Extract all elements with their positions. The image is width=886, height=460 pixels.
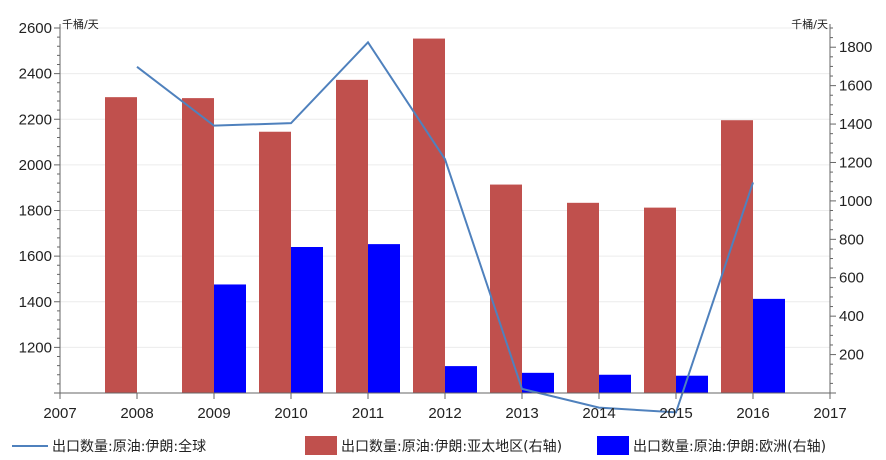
legend-apac-swatch bbox=[305, 436, 337, 455]
right-tick-label: 400 bbox=[839, 308, 864, 325]
series-europe-bars bbox=[214, 244, 785, 393]
bar-apac-2009 bbox=[182, 98, 214, 394]
right-axis-unit: 千桶/天 bbox=[791, 17, 828, 31]
legend-europe-label: 出口数量:原油:伊朗:欧洲(右轴) bbox=[633, 439, 826, 455]
series-global-line bbox=[136, 40, 754, 414]
bar-europe-2013 bbox=[522, 372, 554, 393]
legend-global-label: 出口数量:原油:伊朗:全球 bbox=[52, 438, 206, 455]
left-tick-label: 1800 bbox=[19, 203, 52, 220]
left-tick-label: 1400 bbox=[19, 294, 52, 311]
right-tick-label: 1600 bbox=[839, 78, 872, 95]
right-tick-label: 1400 bbox=[839, 116, 872, 133]
left-tick-label: 2000 bbox=[19, 157, 52, 174]
x-tick-label: 2016 bbox=[736, 405, 769, 422]
x-tick-label: 2013 bbox=[505, 405, 538, 422]
right-tick-label: 200 bbox=[839, 347, 864, 364]
bar-apac-2008 bbox=[105, 97, 137, 393]
x-tick-label: 2017 bbox=[813, 405, 846, 422]
left-tick-label: 2600 bbox=[19, 20, 52, 37]
bar-europe-2016 bbox=[753, 298, 785, 393]
bar-apac-2011 bbox=[336, 79, 368, 394]
bar-europe-2011 bbox=[368, 244, 400, 393]
x-tick-label: 2009 bbox=[197, 405, 230, 422]
right-tick-label: 1000 bbox=[839, 193, 872, 210]
bar-apac-2010 bbox=[259, 131, 291, 393]
series-apac-bars bbox=[105, 38, 753, 394]
bar-apac-2016 bbox=[721, 120, 753, 394]
x-tick-label: 2011 bbox=[352, 405, 384, 422]
left-tick-label: 2200 bbox=[19, 111, 52, 128]
x-tick-label: 2015 bbox=[659, 405, 692, 422]
right-tick-label: 1800 bbox=[839, 39, 872, 56]
right-tick-label: 600 bbox=[839, 270, 864, 287]
bar-apac-2015 bbox=[644, 207, 676, 393]
right-tick-label: 800 bbox=[839, 231, 864, 248]
bar-europe-2012 bbox=[445, 366, 477, 393]
bar-europe-2015 bbox=[676, 375, 708, 393]
x-tick-label: 2014 bbox=[582, 405, 615, 422]
bar-europe-2014 bbox=[599, 374, 631, 393]
right-tick-label: 1200 bbox=[839, 154, 872, 171]
x-tick-label: 2007 bbox=[43, 405, 76, 422]
bar-europe-2010 bbox=[291, 247, 323, 393]
x-tick-label: 2008 bbox=[120, 405, 153, 422]
legend: 出口数量:原油:伊朗:全球 出口数量:原油:伊朗:亚太地区(右轴) 出口数量:原… bbox=[12, 436, 826, 455]
bar-apac-2013 bbox=[490, 184, 522, 393]
left-tick-label: 1200 bbox=[19, 339, 52, 356]
bar-europe-2009 bbox=[214, 284, 246, 393]
bar-apac-2012 bbox=[413, 38, 445, 393]
x-tick-label: 2010 bbox=[274, 405, 307, 422]
legend-europe-swatch bbox=[597, 436, 629, 455]
left-tick-label: 2400 bbox=[19, 66, 52, 83]
x-tick-label: 2012 bbox=[428, 405, 461, 422]
bar-apac-2014 bbox=[567, 202, 599, 393]
axes: 1200 1400 1600 1800 2000 2200 2400 2600 200 400 60… bbox=[19, 20, 873, 422]
legend-apac-label: 出口数量:原油:伊朗:亚太地区(右轴) bbox=[341, 439, 562, 455]
left-tick-label: 1600 bbox=[19, 248, 52, 265]
left-axis-unit: 千桶/天 bbox=[62, 17, 99, 31]
